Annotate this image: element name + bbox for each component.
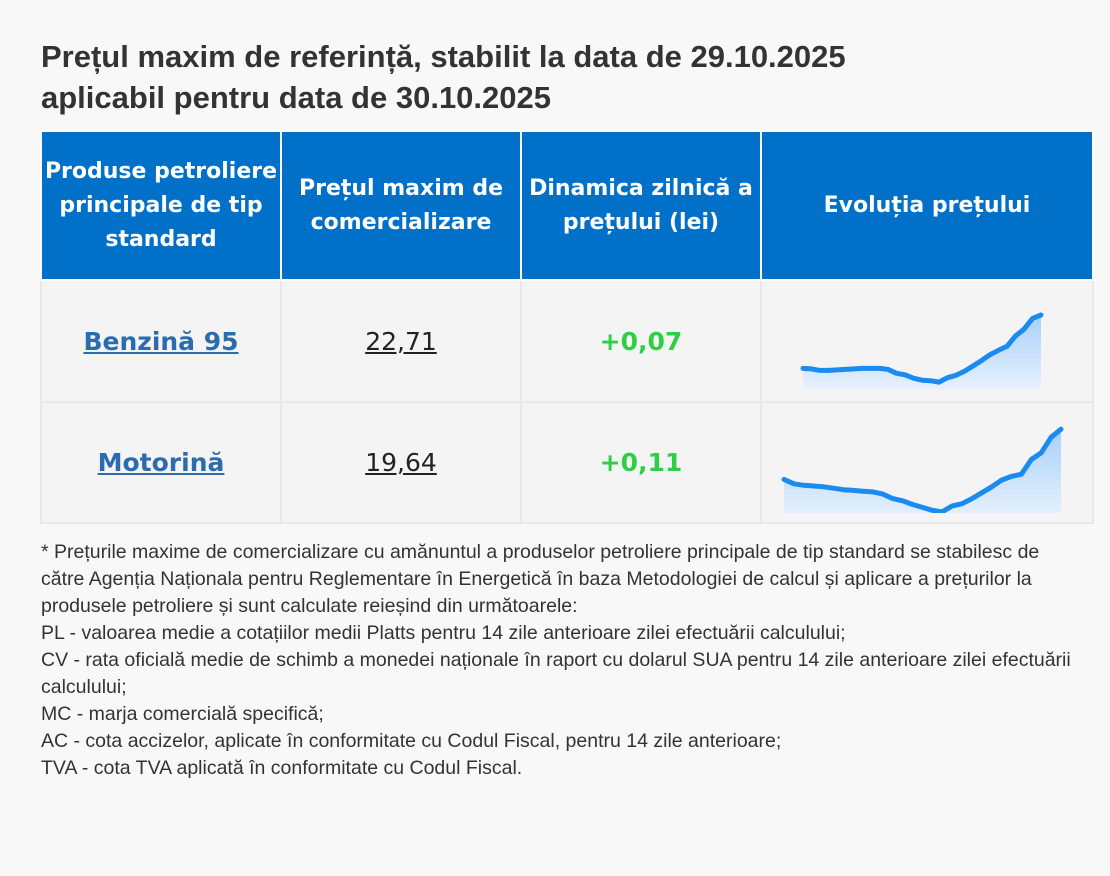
table-header-row: Produse petroliere principale de tip sta… [40,130,1094,281]
price-value: 22,71 [365,326,437,356]
footnote-cv: CV - rata oficială medie de schimb a mon… [41,649,1071,698]
sparkline-line [781,426,1064,513]
price-sparkline-motorina [781,426,1064,513]
sparkline-line [800,312,1044,385]
page-title: Prețul maxim de referință, stabilit la d… [41,36,1091,118]
evolution-cell [760,401,1094,524]
daily-change-value: +0,11 [599,448,683,477]
page-title-line-2: aplicabil pentru data de 30.10.2025 [41,80,552,115]
product-cell: Motorină [40,401,282,524]
footnote-mc: MC - marja comercială specifică; [41,703,324,725]
footnote-ac: AC - cota accizelor, aplicate în conform… [41,730,782,752]
column-header-price-evolution: Evoluția prețului [760,130,1094,281]
footnote-pl: PL - valoarea medie a cotațiilor medii P… [41,622,846,644]
price-cell: 19,64 [280,401,522,524]
product-link-benzina-95[interactable]: Benzină 95 [83,326,239,356]
column-header-product: Produse petroliere principale de tip sta… [40,130,282,281]
change-cell: +0,11 [520,401,762,524]
daily-change-value: +0,07 [599,326,683,356]
column-header-daily-change: Dinamica zilnică a prețului (lei) [520,130,762,281]
table-row: Motorină 19,64 +0,11 [40,401,1094,524]
footnote-intro: * Prețurile maxime de comercializare cu … [41,541,1040,617]
price-value: 19,64 [365,448,437,477]
column-header-max-price: Prețul maxim de comercializare [280,130,522,281]
product-cell: Benzină 95 [40,279,282,403]
page-title-line-1: Prețul maxim de referință, stabilit la d… [41,39,846,74]
footnotes: * Prețurile maxime de comercializare cu … [41,539,1081,782]
table-row: Benzină 95 22,71 +0,07 [40,279,1094,403]
change-cell: +0,07 [520,279,762,403]
footnote-tva: TVA - cota TVA aplicată în conformitate … [41,757,523,779]
sparkline-area [784,428,1061,513]
evolution-cell [760,279,1094,403]
product-link-motorina[interactable]: Motorină [97,448,225,477]
price-table: Produse petroliere principale de tip sta… [40,130,1094,524]
price-sparkline-benzina-95 [800,312,1044,389]
price-cell: 22,71 [280,279,522,403]
